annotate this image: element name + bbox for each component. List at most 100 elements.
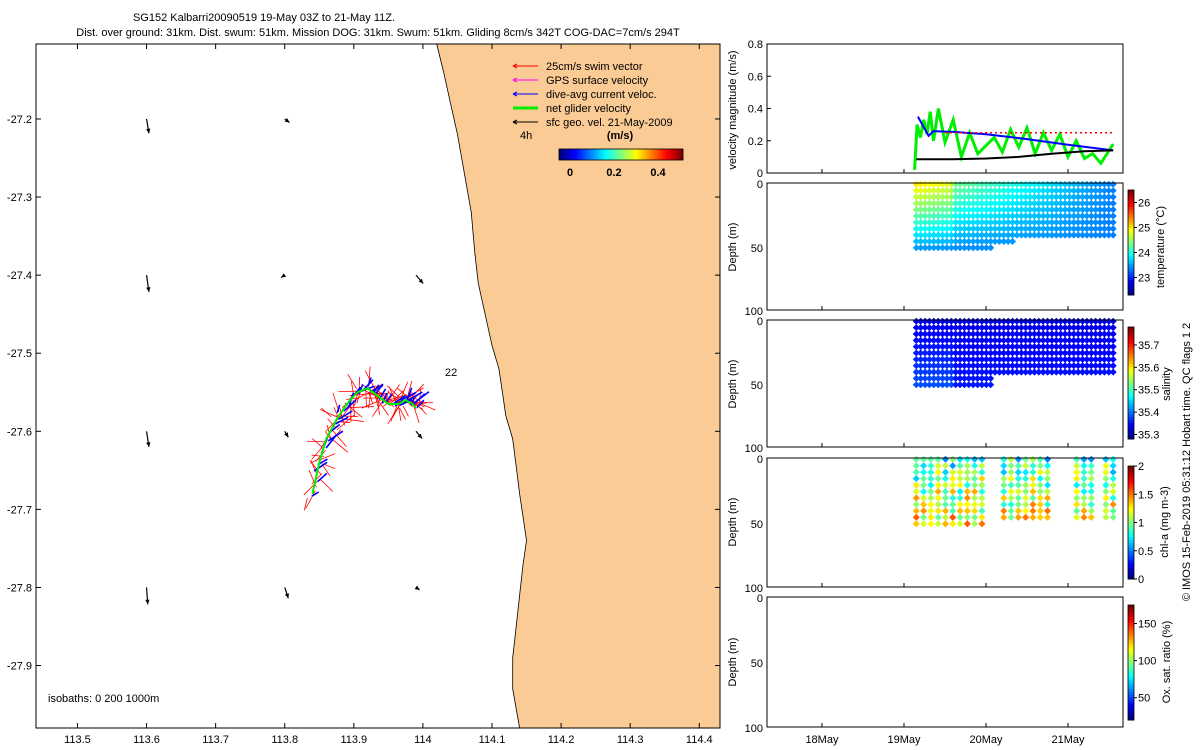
- temp-dots-point: [939, 199, 947, 207]
- temperature-data: [912, 180, 1117, 252]
- temp-dots-point: [939, 187, 947, 195]
- temp-dots-point: [921, 237, 929, 245]
- chl-dots-point: [949, 507, 957, 515]
- map-colorbar-tick-0: 0: [567, 167, 573, 179]
- temp-dots-point: [934, 199, 942, 207]
- sal-dots-point: [917, 355, 925, 363]
- legend-swim-label: 25cm/s swim vector: [546, 61, 643, 73]
- velocity-series: [913, 108, 1115, 170]
- chl-dots-point: [941, 468, 949, 476]
- chl-dots-point: [934, 462, 942, 470]
- map-colorbar-swatch: [593, 149, 596, 160]
- time-xtick-label: 19May: [887, 734, 921, 746]
- sal-dots-point: [982, 362, 990, 370]
- temp-dots-point: [956, 212, 964, 220]
- sal-dots-point: [921, 343, 929, 351]
- temp-cbar-swatch: [1128, 205, 1134, 209]
- chl-dots-point: [1007, 494, 1015, 502]
- sal-dots-point: [943, 355, 951, 363]
- sal-dots-point: [987, 362, 995, 370]
- dac-vector: [381, 392, 388, 404]
- temp-dots-point: [943, 193, 951, 201]
- temp-cbar-swatch: [1128, 271, 1134, 275]
- sal-dots-point: [1013, 330, 1021, 338]
- temp-dots-point: [965, 187, 973, 195]
- sal-dots-point: [925, 330, 933, 338]
- map-colorbar-swatch: [573, 149, 576, 160]
- chl-dots-point: [971, 488, 979, 496]
- sal-dots-point: [921, 362, 929, 370]
- oxy-cbar-swatch: [1128, 676, 1134, 681]
- chl-cbar-swatch: [1128, 553, 1134, 557]
- sal-cbar-swatch: [1128, 363, 1134, 367]
- temp-dots-point: [1017, 187, 1025, 195]
- time-x-axis: 18May 19May 20May 21May: [805, 169, 1085, 746]
- chl-dots-point: [1000, 507, 1008, 515]
- map-colorbar-swatch: [561, 149, 564, 160]
- map-colorbar-swatch: [577, 149, 580, 160]
- chl-cbar-swatch: [1128, 482, 1134, 487]
- sal-dots-point: [952, 381, 960, 389]
- chl-dots-point: [963, 488, 971, 496]
- sal-cbar-swatch: [1128, 338, 1134, 342]
- sal-dots-point: [1013, 355, 1021, 363]
- sal-dots-point: [987, 336, 995, 344]
- chla-ytick-0: 0: [757, 454, 763, 466]
- temp-dots-point: [939, 218, 947, 226]
- temp-dots-point: [982, 212, 990, 220]
- temp-dots-point: [982, 187, 990, 195]
- oxy-cbar-swatch: [1128, 628, 1134, 632]
- temp-dots-point: [930, 218, 938, 226]
- sal-dots-point: [939, 368, 947, 376]
- chl-dots-point: [978, 462, 986, 470]
- map-colorbar-swatch: [671, 149, 674, 160]
- map-xtick-label: 114.3: [617, 734, 644, 746]
- chl-dots-point: [934, 507, 942, 515]
- chl-dots-point: [971, 513, 979, 521]
- temp-dots-point: [930, 212, 938, 220]
- chl-cbar-swatch: [1128, 547, 1134, 552]
- chla-frame: [766, 457, 1124, 588]
- chl-dots-point: [971, 468, 979, 476]
- temp-dots-point: [1009, 218, 1017, 226]
- temp-dots-point: [969, 218, 977, 226]
- sal-dots-point: [930, 355, 938, 363]
- chl-dots-point: [1000, 488, 1008, 496]
- oxy-cbar-swatch: [1128, 711, 1134, 715]
- sal-dots-point: [1000, 355, 1008, 363]
- sal-dots-point: [943, 381, 951, 389]
- swim-vector: [353, 393, 359, 407]
- temp-cbar-swatch: [1128, 239, 1134, 243]
- chl-dots-point: [956, 468, 964, 476]
- chl-dots-point: [934, 481, 942, 489]
- sal-dots-point: [965, 368, 973, 376]
- map-colorbar-swatch: [645, 149, 648, 160]
- temp-dots-point: [1000, 199, 1008, 207]
- swim-vector: [344, 402, 363, 418]
- temp-dots-point: [965, 244, 973, 252]
- sal-dots-point: [956, 355, 964, 363]
- chl-dots-point: [963, 494, 971, 502]
- temp-dots-point: [921, 206, 929, 214]
- sal-dots-point: [995, 362, 1003, 370]
- map-ytick-label: -27.2: [7, 114, 32, 126]
- sal-dots-point: [925, 362, 933, 370]
- map-colorbar-swatch: [639, 149, 642, 160]
- chl-cbar-swatch: [1128, 514, 1134, 518]
- chla-cbar-label: chl-a (mg m-3): [1159, 486, 1171, 558]
- sal-dots-point: [925, 355, 933, 363]
- dac-vector: [399, 398, 413, 407]
- temp-dots-point: [960, 244, 968, 252]
- swim-vector: [399, 407, 406, 420]
- temp-dots-point: [947, 231, 955, 239]
- legend-geo-label: sfc geo. vel. 21-May-2009: [546, 117, 673, 129]
- map-y-axis: -27.2 -27.3 -27.4 -27.5 -27.6 -27.7 -27.8 -27.9: [7, 114, 720, 673]
- chl-cbar-swatch: [1128, 485, 1134, 490]
- dac-vector: [385, 393, 393, 403]
- sal-dots-point: [974, 362, 982, 370]
- map-ytick-label: -27.3: [7, 192, 32, 204]
- map-colorbar-swatch: [681, 149, 684, 160]
- geo-vector-head: [414, 585, 420, 590]
- sal-cbar-swatch: [1128, 341, 1134, 345]
